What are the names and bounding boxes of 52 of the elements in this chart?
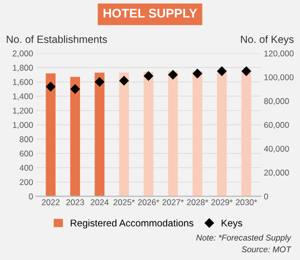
bar: [241, 70, 252, 196]
x-tick-label: 2023: [66, 199, 84, 206]
legend-label: Registered Accommodations: [70, 219, 194, 228]
y-tick-label: 200: [20, 179, 33, 186]
point: [168, 70, 178, 80]
y-axis-title: No. of Establishments: [6, 35, 107, 44]
y-tick-label: 1,000: [13, 122, 33, 129]
x-tick-label: 2028*: [186, 199, 208, 206]
point: [192, 68, 202, 78]
x-tick-label: 2025*: [114, 199, 135, 206]
point: [46, 82, 56, 92]
bar: [46, 73, 56, 196]
y2-tick-label: 0: [264, 194, 268, 200]
y-tick-label: 600: [20, 150, 33, 156]
y-tick-label: 0: [28, 194, 33, 200]
legend-label: Keys: [222, 220, 242, 228]
x-tick-label: 2022: [42, 199, 60, 206]
text: Note: *Forecasted Supply: [196, 234, 292, 242]
x-tick-label: 2029*: [211, 199, 233, 206]
y2-tick-label: 60,000: [264, 122, 289, 129]
point: [70, 84, 80, 94]
x-tick-label: 2024: [90, 199, 109, 206]
y-tick-label: 1,600: [13, 79, 33, 86]
y2-tick-label: 120,000: [264, 50, 294, 58]
source-note: Source: MOT: [242, 246, 292, 252]
y-tick-label: 1,200: [13, 108, 33, 115]
y-tick-label: 1,400: [13, 93, 33, 100]
y2-tick-label: 100,000: [264, 74, 294, 82]
y-tick-label: 400: [20, 164, 33, 171]
x-tick-label: 2030*: [236, 199, 258, 206]
point: [144, 71, 154, 81]
y2-tick-label: 40,000: [264, 146, 289, 153]
y-tick-label: 800: [20, 136, 33, 142]
point: [217, 66, 226, 76]
y2-axis-title: No. of Keys: [241, 35, 294, 46]
y-tick-label: 2,000: [12, 50, 33, 58]
y2-tick-label: 80,000: [264, 98, 289, 106]
bar: [144, 72, 154, 196]
bar: [192, 71, 202, 196]
y-tick-label: 1,800: [13, 64, 33, 72]
point: [242, 66, 251, 76]
point: [94, 77, 104, 87]
bar: [70, 76, 80, 196]
x-tick-label: 2027*: [162, 199, 184, 206]
point: [119, 76, 129, 86]
x-tick-label: 2026*: [138, 199, 160, 206]
bar: [168, 71, 178, 196]
y2-tick-label: 20,000: [264, 170, 289, 177]
bar: [216, 70, 227, 196]
chart-title: HOTEL SUPPLY: [104, 8, 198, 18]
bar: [94, 72, 104, 196]
bar: [119, 72, 129, 196]
